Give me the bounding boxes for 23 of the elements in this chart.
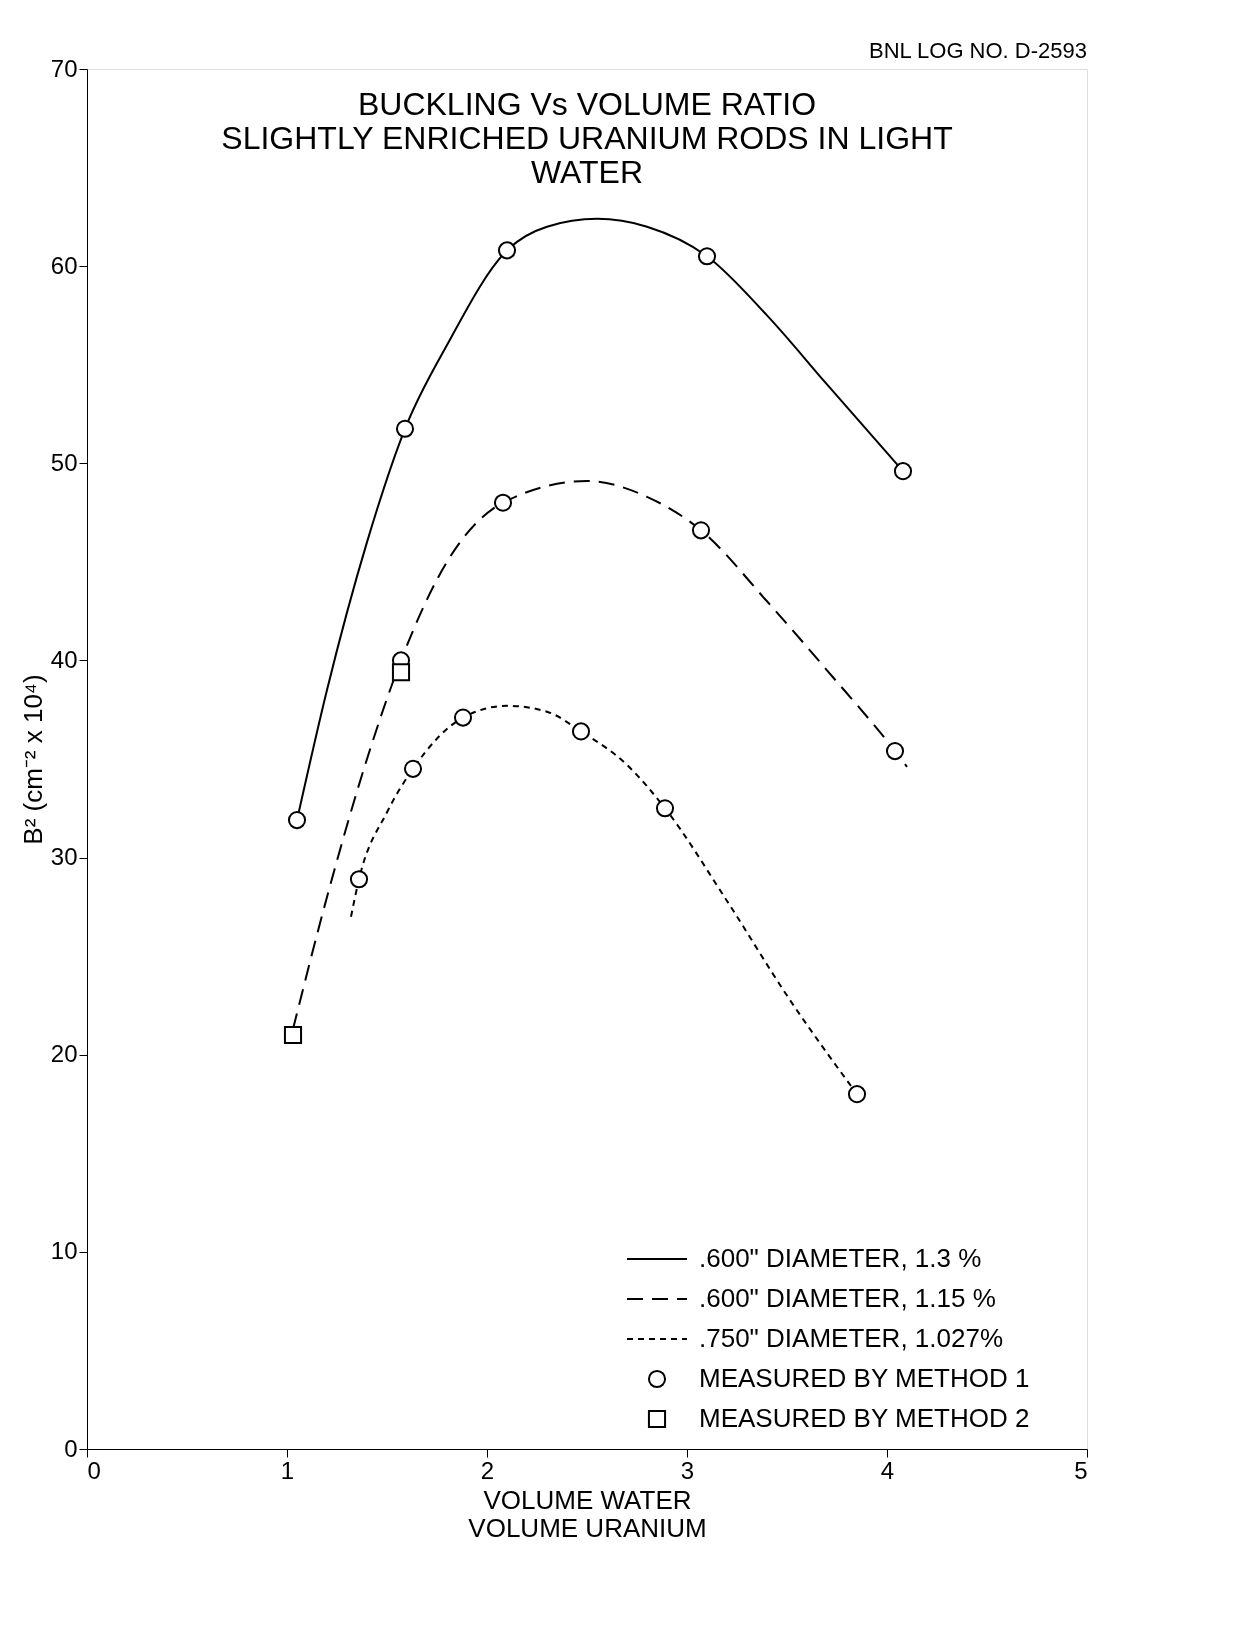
x-tick-label: 0 [87,1456,101,1484]
x-tick-label: 5 [1074,1456,1088,1484]
legend-label: MEASURED BY METHOD 1 [699,1363,1030,1393]
x-tick-label: 3 [680,1456,695,1484]
y-tick-label: 30 [50,843,78,871]
text: BUCKLING Vs VOLUME RATIO SLIGHTLY ENRICHED URANIUM RODS IN LIGHT WATER [221,86,953,190]
legend-label: .750" DIAMETER, 1.027% [699,1323,1004,1353]
y-tick-label: 70 [50,54,78,82]
y-tick-label: 40 [50,645,78,673]
x-tick-label: 2 [480,1456,495,1484]
y-tick-label: 0 [64,1434,78,1462]
y-tick-label: 60 [50,251,78,279]
y-tick-label: 50 [50,448,78,476]
legend-label: .600" DIAMETER, 1.15 % [699,1283,996,1313]
y-tick-label: 10 [50,1237,78,1265]
y-axis-title: B² (cm⁻² x 10⁴) [17,674,48,845]
x-tick-label: 1 [280,1456,295,1484]
text: BNL LOG NO. D-2593 [868,38,1087,63]
legend-label: .600" DIAMETER, 1.3 % [699,1243,982,1273]
x-axis-title: VOLUME WATER VOLUME URANIUM [468,1484,707,1543]
legend-label: MEASURED BY METHOD 2 [699,1403,1030,1433]
x-tick-label: 4 [880,1456,895,1484]
y-tick-label: 20 [50,1040,78,1068]
